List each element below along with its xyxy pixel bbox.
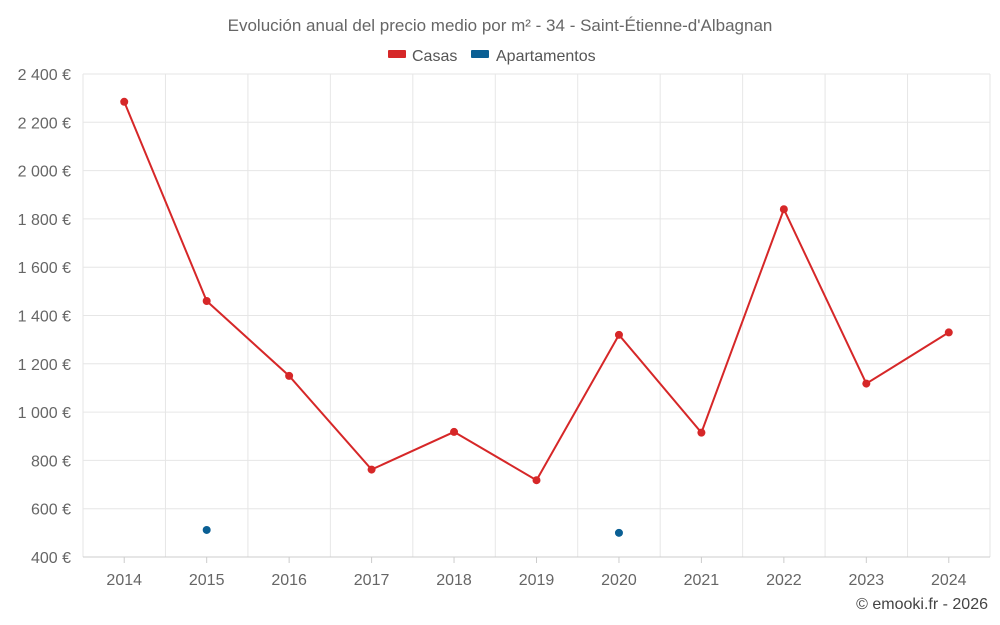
- x-tick-label: 2021: [684, 572, 720, 589]
- x-tick-label: 2014: [106, 572, 142, 589]
- y-tick-label: 1 400 €: [18, 309, 71, 326]
- y-tick-label: 2 400 €: [18, 67, 71, 84]
- x-axis-labels: 2014 2015 2016 2017 2018 2019 2020 2021 2022 2023…: [106, 557, 967, 589]
- data-point-casas[interactable]: [450, 427, 459, 436]
- legend-item-apartamentos[interactable]: Apartamentos: [471, 48, 596, 65]
- y-tick-label: 1 800 €: [18, 212, 71, 229]
- x-tick-label: 2023: [849, 572, 885, 589]
- series-casas: [120, 97, 953, 485]
- legend-item-casas[interactable]: Casas: [388, 48, 457, 65]
- legend-swatch-apartamentos: [471, 50, 489, 58]
- y-tick-label: 2 200 €: [18, 115, 71, 132]
- x-tick-label: 2024: [931, 572, 967, 589]
- grid: [82, 73, 991, 557]
- legend[interactable]: Casas Apartamentos: [388, 48, 596, 65]
- data-point-casas[interactable]: [120, 97, 129, 106]
- y-axis-labels: 400 € 600 € 800 € 1 000 € 1 200 € 1 400 € 1 60…: [18, 67, 71, 567]
- data-point-casas[interactable]: [532, 476, 541, 485]
- y-tick-label: 600 €: [31, 502, 71, 519]
- y-tick-label: 800 €: [31, 453, 71, 470]
- data-point-casas[interactable]: [285, 371, 294, 380]
- x-tick-label: 2017: [354, 572, 390, 589]
- data-point-apartamentos[interactable]: [614, 528, 623, 537]
- legend-swatch-casas: [388, 50, 406, 58]
- data-point-apartamentos[interactable]: [202, 525, 211, 534]
- data-point-casas[interactable]: [779, 205, 788, 214]
- x-tick-label: 2019: [519, 572, 555, 589]
- y-tick-label: 2 000 €: [18, 164, 71, 181]
- y-tick-label: 400 €: [31, 550, 71, 567]
- x-tick-label: 2018: [436, 572, 472, 589]
- footer-credit: © emooki.fr - 2026: [856, 596, 988, 613]
- data-point-casas[interactable]: [862, 379, 871, 388]
- legend-label-apartamentos: Apartamentos: [496, 48, 596, 65]
- x-tick-label: 2015: [189, 572, 225, 589]
- y-tick-label: 1 000 €: [18, 405, 71, 422]
- data-point-casas[interactable]: [614, 330, 623, 339]
- y-tick-label: 1 600 €: [18, 260, 71, 277]
- y-tick-label: 1 200 €: [18, 357, 71, 374]
- x-tick-label: 2016: [271, 572, 307, 589]
- x-tick-label: 2022: [766, 572, 802, 589]
- x-tick-label: 2020: [601, 572, 637, 589]
- legend-label-casas: Casas: [412, 48, 457, 65]
- chart-title: Evolución anual del precio medio por m² …: [228, 16, 773, 35]
- data-point-casas[interactable]: [697, 428, 706, 437]
- data-point-casas[interactable]: [944, 328, 953, 337]
- data-point-casas[interactable]: [202, 297, 211, 306]
- data-point-casas[interactable]: [367, 465, 376, 474]
- series-apartamentos: [202, 525, 623, 537]
- plot-area: [120, 97, 953, 537]
